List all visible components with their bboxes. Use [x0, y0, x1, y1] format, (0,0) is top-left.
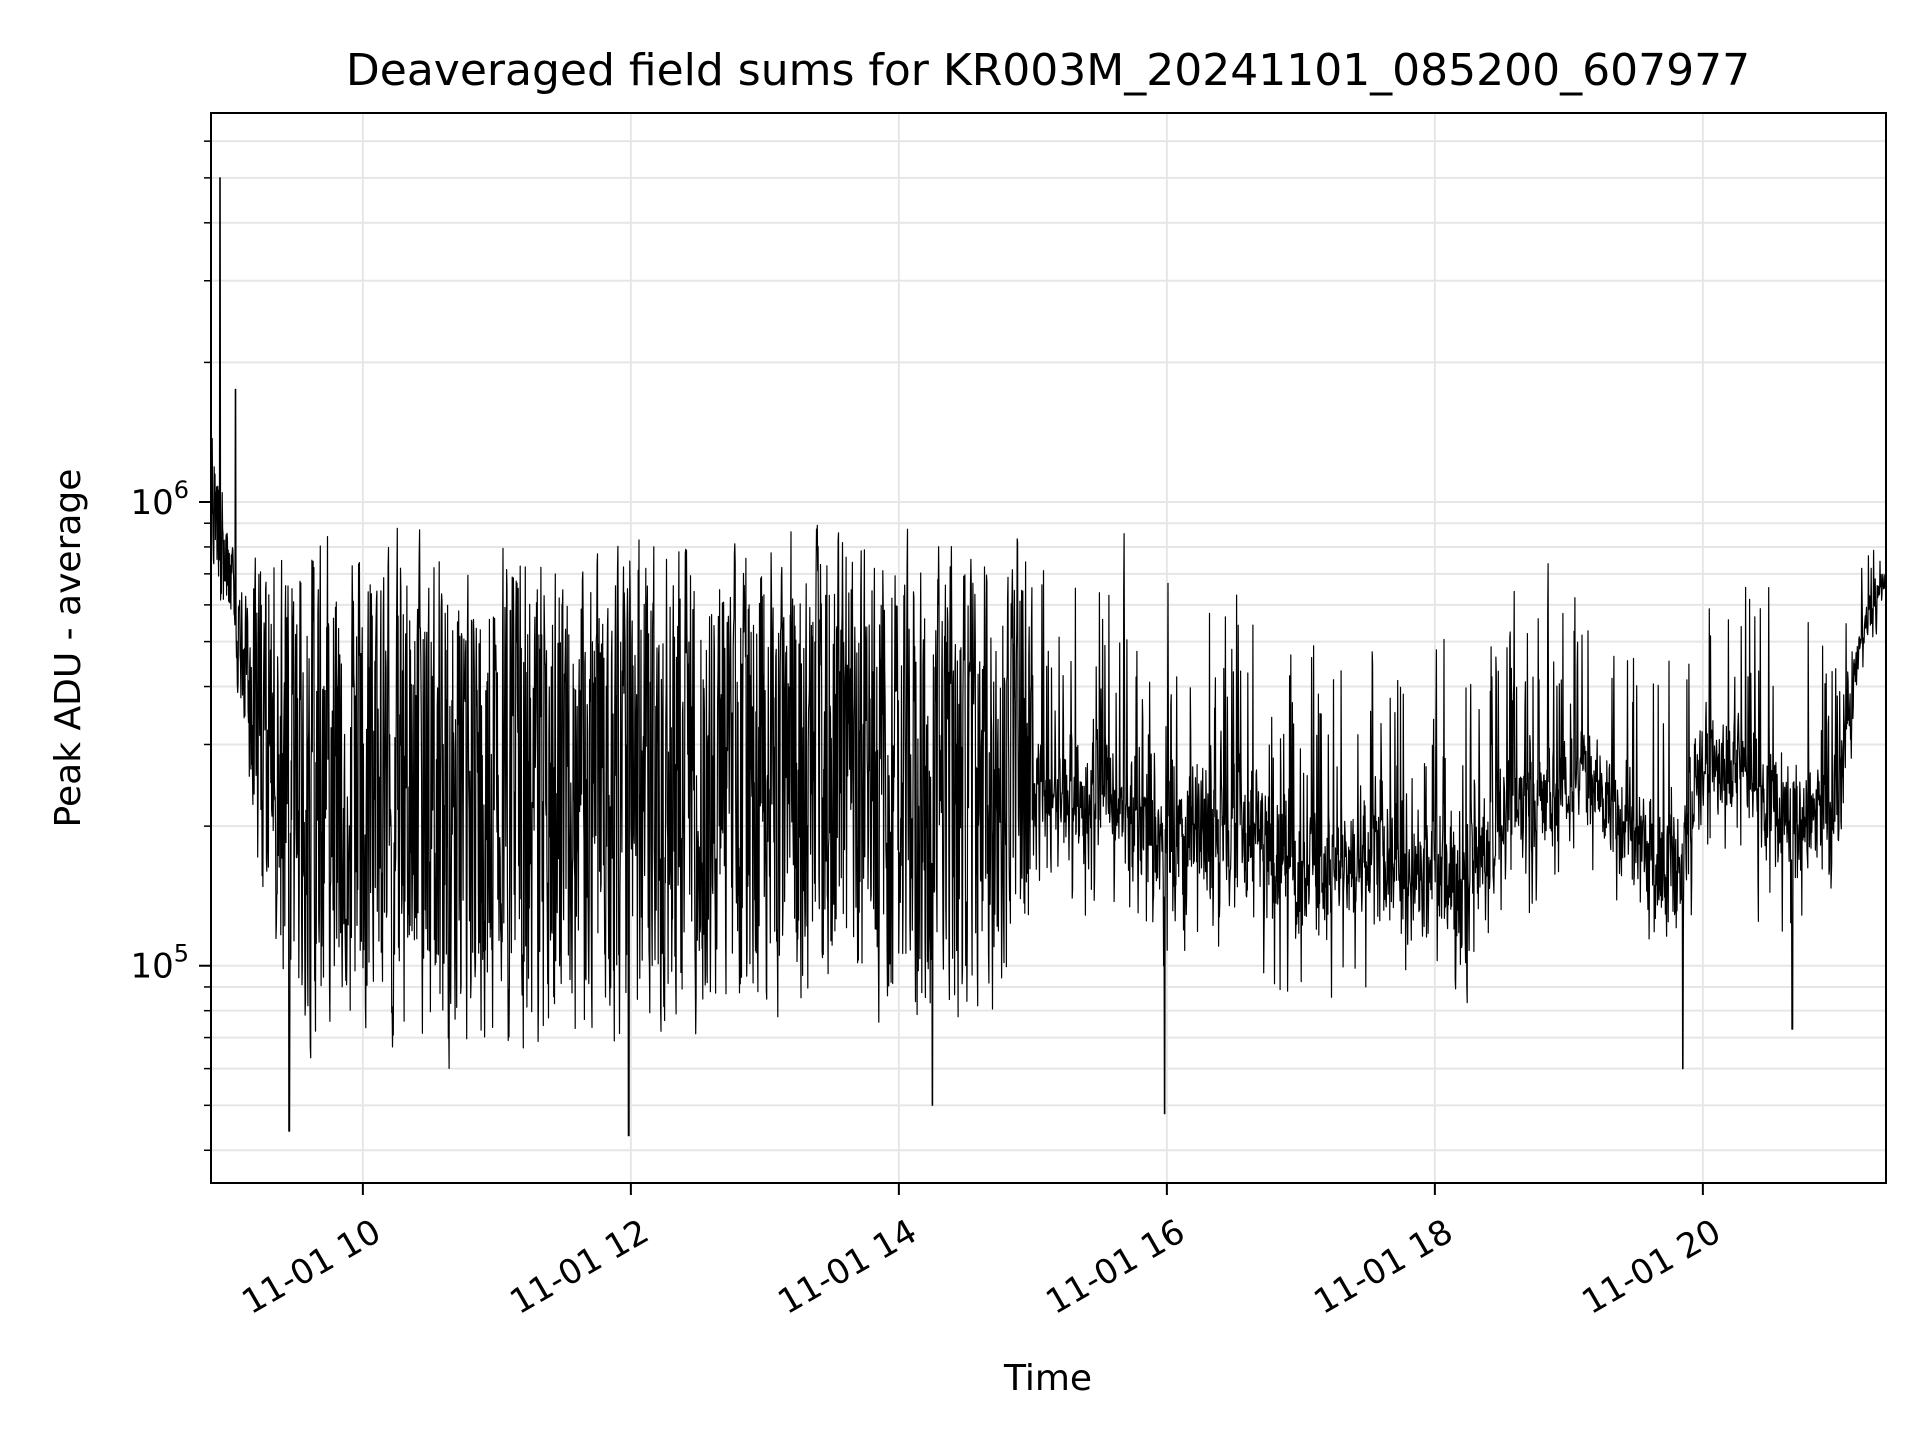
x-axis-label: Time — [1003, 1358, 1092, 1399]
y-axis-label: Peak ADU - average — [48, 469, 89, 828]
series-line — [210, 177, 1887, 1137]
plot-frame — [210, 112, 1887, 1184]
series-path — [210, 177, 1887, 1137]
chart-title: Deaveraged field sums for KR003M_2024110… — [346, 45, 1750, 96]
